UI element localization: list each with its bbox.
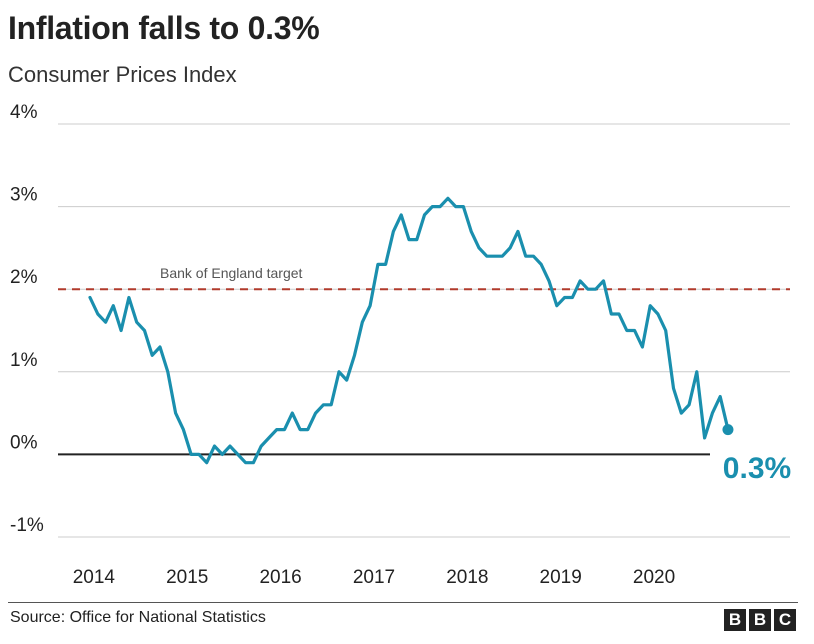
y-tick-label: 2%: [10, 267, 38, 288]
footer-divider: [8, 602, 798, 603]
x-tick-label: 2020: [633, 567, 675, 588]
y-tick-label: 3%: [10, 185, 38, 206]
logo-letter: B: [749, 609, 771, 631]
y-tick-label: 0%: [10, 432, 38, 453]
x-tick-label: 2016: [259, 567, 301, 588]
x-tick-label: 2014: [73, 567, 116, 588]
x-tick-label: 2019: [540, 567, 582, 588]
y-tick-label: 4%: [10, 102, 38, 123]
y-tick-label: 1%: [10, 350, 38, 371]
y-tick-label: -1%: [10, 515, 44, 536]
logo-letter: C: [774, 609, 796, 631]
bbc-logo: B B C: [724, 609, 796, 631]
cpi-series-line: [88, 196, 730, 465]
x-tick-label: 2015: [166, 567, 208, 588]
last-point-marker: [722, 424, 734, 436]
cpi-line-chart: 4% 3% 2% 1% 0% -1% Bank of England target 2014 2…: [10, 102, 791, 588]
x-tick-label: 2017: [353, 567, 395, 588]
x-tick-label: 2018: [446, 567, 488, 588]
target-line-label: Bank of England target: [160, 265, 303, 281]
logo-letter: B: [724, 609, 746, 631]
end-value-label: 0.3%: [723, 452, 791, 485]
source-note: Source: Office for National Statistics: [10, 609, 266, 626]
chart-title: Inflation falls to 0.3%: [8, 10, 320, 46]
chart-subtitle: Consumer Prices Index: [8, 62, 237, 87]
